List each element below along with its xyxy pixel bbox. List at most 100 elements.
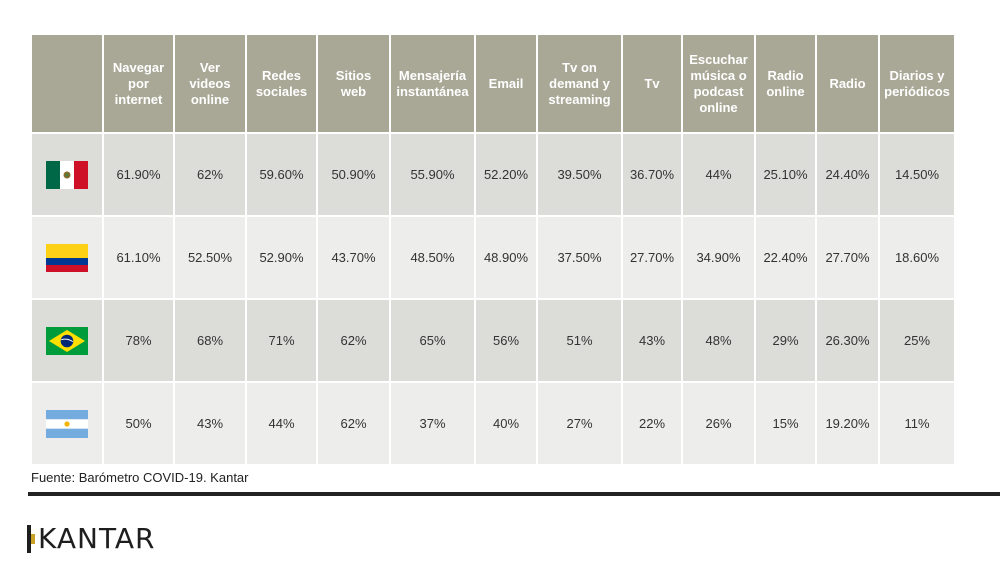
logo-text: KANTAR (38, 522, 156, 555)
mexico-flag-icon (46, 160, 88, 189)
column-header: Tv (621, 33, 683, 134)
value-cell: 44% (681, 132, 756, 217)
value-cell: 22% (621, 381, 683, 466)
column-header: Tv on demand y streaming (536, 33, 623, 134)
table-row: 61.90% 62% 59.60% 50.90% 55.90% 52.20% 39.50% 3… (30, 132, 956, 217)
source-note: Fuente: Barómetro COVID-19. Kantar (31, 470, 249, 485)
value-cell: 43.70% (316, 215, 391, 300)
value-cell: 62% (316, 298, 391, 383)
value-cell: 65% (389, 298, 476, 383)
value-cell: 71% (245, 298, 318, 383)
column-header: Sitios web (316, 33, 391, 134)
value-cell: 51% (536, 298, 623, 383)
column-header: Escuchar música o podcast online (681, 33, 756, 134)
value-cell: 50.90% (316, 132, 391, 217)
value-cell: 27.70% (815, 215, 880, 300)
column-header: Radio (815, 33, 880, 134)
column-header-line: Tv (644, 75, 660, 91)
column-header-line: Tv on (562, 59, 597, 75)
header-cell-flag (30, 33, 104, 134)
argentina-flag-icon (46, 409, 88, 438)
brazil-flag-icon (46, 326, 88, 355)
column-header-line: Ver (199, 59, 221, 75)
column-header-line: sociales (255, 83, 308, 99)
value-cell: 68% (173, 298, 247, 383)
column-header-line: Escuchar (689, 51, 748, 67)
column-header: Redes sociales (245, 33, 318, 134)
value-cell: 62% (316, 381, 391, 466)
value-cell: 34.90% (681, 215, 756, 300)
value-cell: 44% (245, 381, 318, 466)
value-cell: 24.40% (815, 132, 880, 217)
colombia-flag-icon (46, 243, 88, 272)
table-body: 61.90% 62% 59.60% 50.90% 55.90% 52.20% 39.50% 3… (30, 132, 956, 466)
header-row: Navegar por internet Ver videos online Redes so… (30, 33, 956, 134)
value-cell: 37.50% (536, 215, 623, 300)
table-row: 50% 43% 44% 62% 37% 40% 27% 22% 26% 15% 19.20% 11% (30, 381, 956, 466)
column-header-line: Email (488, 75, 524, 91)
value-cell: 25.10% (754, 132, 817, 217)
column-header: Diarios y periódicos (878, 33, 956, 134)
value-cell: 37% (389, 381, 476, 466)
value-cell: 56% (474, 298, 538, 383)
column-header-line: Radio (767, 67, 804, 83)
column-header-line: online (766, 83, 805, 99)
value-cell: 52.90% (245, 215, 318, 300)
column-header-line: periódicos (884, 83, 950, 99)
flag-cell (30, 132, 104, 217)
flag-cell (30, 215, 104, 300)
column-header-line: demand y (549, 75, 610, 91)
column-header-line: instantánea (396, 83, 469, 99)
column-header: Navegar por internet (102, 33, 175, 134)
value-cell: 27.70% (621, 215, 683, 300)
column-header-line: Sitios (335, 67, 372, 83)
value-cell: 52.50% (173, 215, 247, 300)
value-cell: 48% (681, 298, 756, 383)
kantar-logo-mark-icon (27, 525, 35, 553)
column-header-line: podcast (693, 83, 744, 99)
value-cell: 48.90% (474, 215, 538, 300)
value-cell: 26% (681, 381, 756, 466)
column-header: Radio online (754, 33, 817, 134)
value-cell: 11% (878, 381, 956, 466)
value-cell: 52.20% (474, 132, 538, 217)
value-cell: 29% (754, 298, 817, 383)
value-cell: 50% (102, 381, 175, 466)
column-header-line: Mensajería (398, 67, 467, 83)
value-cell: 40% (474, 381, 538, 466)
column-header: Mensajería instantánea (389, 33, 476, 134)
column-header-line: por (128, 75, 149, 91)
kantar-logo: KANTAR (27, 523, 156, 555)
data-table-container: Navegar por internet Ver videos online Redes so… (30, 33, 956, 466)
value-cell: 14.50% (878, 132, 956, 217)
value-cell: 61.10% (102, 215, 175, 300)
flag-cell (30, 298, 104, 383)
column-header-line: streaming (548, 91, 611, 107)
column-header-line: web (340, 83, 367, 99)
flag-cell (30, 381, 104, 466)
column-header-line: internet (114, 91, 163, 107)
column-header-line: Navegar (112, 59, 165, 75)
value-cell: 43% (621, 298, 683, 383)
value-cell: 59.60% (245, 132, 318, 217)
value-cell: 62% (173, 132, 247, 217)
column-header-line: música o (690, 67, 747, 83)
divider-line (28, 492, 1000, 496)
column-header-line: online (190, 91, 230, 107)
table-row: 61.10% 52.50% 52.90% 43.70% 48.50% 48.90% 37.5… (30, 215, 956, 300)
value-cell: 78% (102, 298, 175, 383)
column-header: Ver videos online (173, 33, 247, 134)
column-header-line: Radio (829, 75, 866, 91)
value-cell: 48.50% (389, 215, 476, 300)
value-cell: 43% (173, 381, 247, 466)
column-header-line: Diarios y (889, 67, 945, 83)
value-cell: 25% (878, 298, 956, 383)
value-cell: 36.70% (621, 132, 683, 217)
value-cell: 61.90% (102, 132, 175, 217)
value-cell: 27% (536, 381, 623, 466)
column-header-line: online (699, 99, 738, 115)
table-row: 78% 68% 71% 62% 65% 56% 51% 43% 48% 29% 26.30% 25% (30, 298, 956, 383)
value-cell: 19.20% (815, 381, 880, 466)
value-cell: 55.90% (389, 132, 476, 217)
value-cell: 26.30% (815, 298, 880, 383)
